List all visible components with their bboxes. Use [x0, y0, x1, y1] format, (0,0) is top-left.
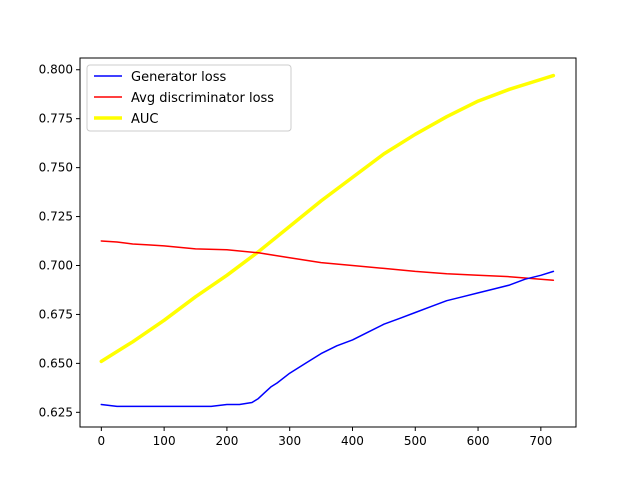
y-tick-label: 0.775 — [39, 112, 73, 126]
legend-box — [86, 64, 292, 132]
x-tick-label: 700 — [529, 434, 552, 448]
y-tick-label: 0.625 — [39, 405, 73, 419]
legend-label-auc: AUC — [131, 112, 159, 127]
x-tick-label: 0 — [98, 434, 106, 448]
x-tick-label: 100 — [153, 434, 176, 448]
legend-label-avg-discriminator-loss: Avg discriminator loss — [131, 91, 274, 106]
y-tick-label: 0.725 — [39, 210, 73, 224]
x-tick-label: 500 — [404, 434, 427, 448]
legend-label-generator-loss: Generator loss — [131, 70, 226, 85]
x-tick-label: 200 — [215, 434, 238, 448]
plot-lines — [99, 73, 556, 408]
x-tick-label: 400 — [341, 434, 364, 448]
x-tick-label: 600 — [467, 434, 490, 448]
series-line-avg-discriminator-loss — [100, 240, 555, 281]
y-tick-label: 0.650 — [39, 356, 73, 370]
series-line-generator-loss — [100, 270, 555, 408]
y-axis: 0.625 0.650 0.675 0.700 0.725 0.750 0.775 0.800 — [39, 63, 80, 419]
series-line-auc — [99, 73, 556, 364]
y-tick-label: 0.750 — [39, 161, 73, 175]
axes-frame — [79, 57, 577, 428]
y-tick-label: 0.700 — [39, 259, 73, 273]
x-axis: 0 100 200 300 400 500 600 700 — [98, 427, 552, 448]
legend: Generator loss Avg discriminator loss AUC — [86, 64, 292, 132]
y-tick-label: 0.675 — [39, 307, 73, 321]
x-tick-label: 300 — [278, 434, 301, 448]
y-tick-label: 0.800 — [39, 63, 73, 77]
